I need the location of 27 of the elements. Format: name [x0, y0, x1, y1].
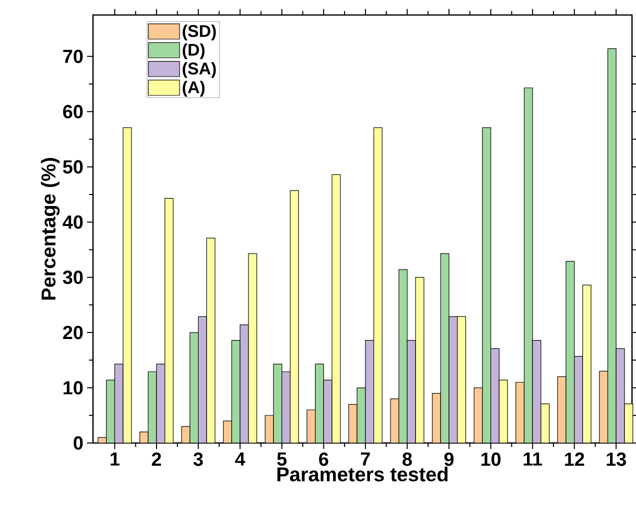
x-tick-label: 7 — [360, 452, 370, 466]
y-tick-label: 20 — [63, 326, 83, 340]
x-tick-label: 10 — [481, 452, 501, 466]
x-tick-label: 12 — [565, 452, 584, 466]
y-tick-label: 70 — [63, 50, 83, 64]
y-tick-label: 50 — [63, 160, 83, 174]
x-axis-title: Parameters tested — [277, 466, 448, 482]
x-tick-label: 2 — [152, 452, 162, 466]
y-tick-label: 60 — [63, 104, 83, 118]
y-tick-label: 40 — [62, 215, 83, 229]
legend-label: (A) — [182, 80, 205, 97]
x-tick-label: 1 — [110, 452, 120, 466]
y-tick-label: 30 — [62, 270, 83, 284]
x-tick-label: 13 — [606, 452, 626, 466]
x-tick-label: 9 — [444, 452, 454, 466]
y-tick-label: 10 — [64, 381, 83, 394]
legend-label: (D) — [182, 43, 205, 60]
x-tick-label: 8 — [402, 452, 412, 466]
y-axis-title: Percentage (%) — [40, 158, 60, 300]
x-tick-label: 5 — [277, 452, 287, 466]
x-tick-label: 11 — [524, 452, 542, 466]
legend-label: (SA) — [182, 62, 216, 78]
x-tick-label: 6 — [319, 452, 328, 466]
x-tick-label: 3 — [193, 452, 203, 466]
x-tick-label: 4 — [235, 452, 246, 466]
legend-label: (SD) — [182, 24, 216, 40]
y-tick-label: 0 — [74, 436, 83, 450]
